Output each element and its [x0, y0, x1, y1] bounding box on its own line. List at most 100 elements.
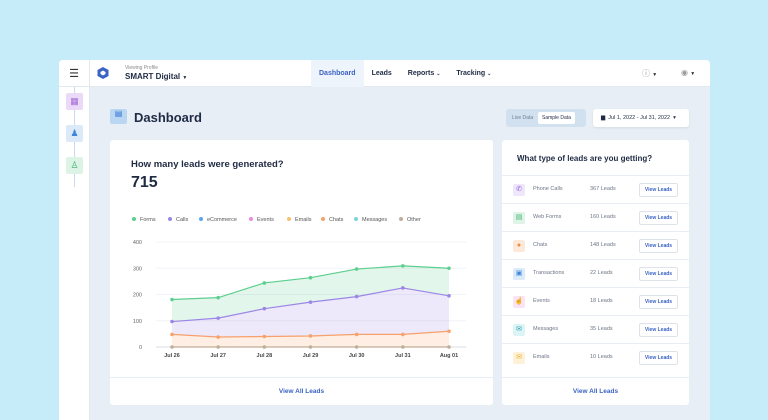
lead-type-count: 367 Leads [590, 186, 616, 192]
lead-type-row: ● Chats 148 Leads View Leads [502, 231, 689, 259]
form-icon: ▤ [513, 212, 525, 224]
point-forms [401, 264, 405, 268]
user-menu[interactable]: ◉ ▼ [681, 68, 695, 77]
lead-types-question: What type of leads are you getting? [517, 154, 653, 163]
data-toggle: Live Data Sample Data [506, 109, 586, 127]
calendar-icon: ▆ [601, 115, 606, 121]
help-menu[interactable]: ⓘ ▼ [642, 68, 657, 79]
x-tick-label: Aug 01 [440, 353, 458, 359]
nav-leads[interactable]: Leads [371, 70, 392, 77]
legend-label: Emails [295, 217, 312, 223]
view-leads-button[interactable]: View Leads [639, 183, 678, 197]
profile-name: SMART Digital [125, 72, 181, 81]
help-icon: ⓘ [642, 69, 650, 78]
lead-type-row: ▤ Web Forms 160 Leads View Leads [502, 203, 689, 231]
y-tick-label: 400 [133, 240, 142, 246]
chat-icon: ● [513, 240, 525, 252]
transaction-icon: ▣ [513, 268, 525, 280]
lead-type-name: Chats [533, 242, 548, 248]
legend-label: Messages [362, 217, 387, 223]
sidebar: ▦ ♟ ♙ [59, 87, 90, 420]
team-icon[interactable]: ♟ [66, 125, 83, 142]
leads-chart: Forms Calls eCommerce Events Emails Chats Mess… [132, 217, 466, 359]
lead-type-count: 22 Leads [590, 270, 613, 276]
lead-type-name: Transactions [533, 270, 565, 276]
leads-chart-card: How many leads were generated? 715 Forms… [110, 140, 493, 405]
user-icon: ◉ [681, 68, 688, 77]
legend-marker [354, 217, 358, 221]
nav-reports[interactable]: Reports ⌄ [400, 60, 449, 87]
legend-marker [132, 217, 136, 221]
x-tick-label: Jul 27 [210, 353, 226, 359]
point-calls [170, 319, 174, 324]
x-tick-label: Jul 26 [164, 353, 180, 359]
top-bar: ☰ Viewing Profile SMART Digital ▼ Dashbo… [59, 60, 710, 87]
app-window: ☰ Viewing Profile SMART Digital ▼ Dashbo… [59, 60, 710, 420]
dashboard-icon: ▤ [110, 109, 127, 124]
point-forms [308, 275, 313, 280]
legend-marker [321, 217, 325, 221]
point-forms [354, 267, 359, 271]
date-range-picker[interactable]: ▆ Jul 1, 2022 - Jul 31, 2022 ▾ [593, 109, 689, 127]
live-data-option[interactable]: Live Data [512, 115, 534, 121]
view-all-leads-link[interactable]: View All Leads [502, 377, 689, 405]
legend-label: eCommerce [207, 217, 237, 223]
point-calls [354, 294, 359, 299]
y-tick-label: 100 [133, 319, 142, 325]
y-tick-label: 200 [133, 293, 142, 299]
legend-marker [168, 217, 172, 221]
point-chats [170, 332, 174, 337]
lead-type-name: Web Forms [533, 214, 562, 220]
lead-type-count: 35 Leads [590, 326, 613, 332]
lead-type-row: ☝ Events 18 Leads View Leads [502, 287, 689, 315]
phone-icon: ✆ [513, 184, 525, 196]
viewing-profile-label: Viewing Profile [125, 65, 158, 71]
point-calls [308, 300, 313, 304]
sample-data-option[interactable]: Sample Data [538, 112, 575, 124]
point-chats [262, 334, 267, 339]
view-leads-button[interactable]: View Leads [639, 211, 678, 225]
legend-label: Other [407, 217, 421, 223]
lead-types-card: What type of leads are you getting? ✆ Ph… [502, 140, 689, 405]
legend-marker [249, 217, 253, 221]
view-leads-button[interactable]: View Leads [639, 323, 678, 337]
view-leads-button[interactable]: View Leads [639, 351, 678, 365]
y-tick-label: 0 [139, 345, 142, 351]
x-tick-label: Jul 30 [349, 353, 365, 359]
chevron-down-icon: ▼ [690, 71, 696, 77]
nav-tracking[interactable]: Tracking ⌄ [448, 60, 499, 87]
lead-type-count: 160 Leads [590, 214, 616, 220]
point-other [170, 345, 174, 349]
view-leads-button[interactable]: View Leads [639, 295, 678, 309]
point-other [447, 345, 451, 349]
menu-icon[interactable]: ☰ [59, 60, 90, 87]
view-all-leads-link[interactable]: View All Leads [110, 377, 493, 405]
nav-reports-label: Reports [407, 70, 435, 77]
lead-type-name: Messages [533, 326, 559, 332]
point-other [216, 345, 220, 349]
point-forms [170, 297, 174, 302]
profile-selector[interactable]: SMART Digital ▼ [125, 72, 187, 81]
point-chats [354, 332, 359, 337]
point-forms [216, 295, 220, 300]
main-nav: Dashboard Leads Reports ⌄ Tracking ⌄ [311, 60, 499, 87]
legend-marker [199, 217, 203, 221]
point-calls [447, 294, 451, 298]
chevron-down-icon: ▼ [652, 72, 658, 78]
point-chats [401, 332, 405, 337]
lead-type-row: ✉ Messages 35 Leads View Leads [502, 315, 689, 343]
view-leads-button[interactable]: View Leads [639, 239, 678, 253]
legend-marker [287, 217, 291, 221]
point-other [354, 345, 359, 349]
person-icon[interactable]: ♙ [66, 157, 83, 174]
area-forms [172, 265, 449, 322]
point-calls [401, 286, 405, 290]
nav-dashboard[interactable]: Dashboard [311, 60, 364, 87]
x-tick-label: Jul 29 [303, 353, 319, 359]
message-icon: ✉ [513, 324, 525, 336]
view-leads-button[interactable]: View Leads [639, 267, 678, 281]
legend-marker [399, 217, 403, 221]
lead-type-name: Events [533, 298, 550, 304]
x-tick-label: Jul 28 [257, 353, 273, 359]
building-icon[interactable]: ▦ [66, 93, 83, 110]
